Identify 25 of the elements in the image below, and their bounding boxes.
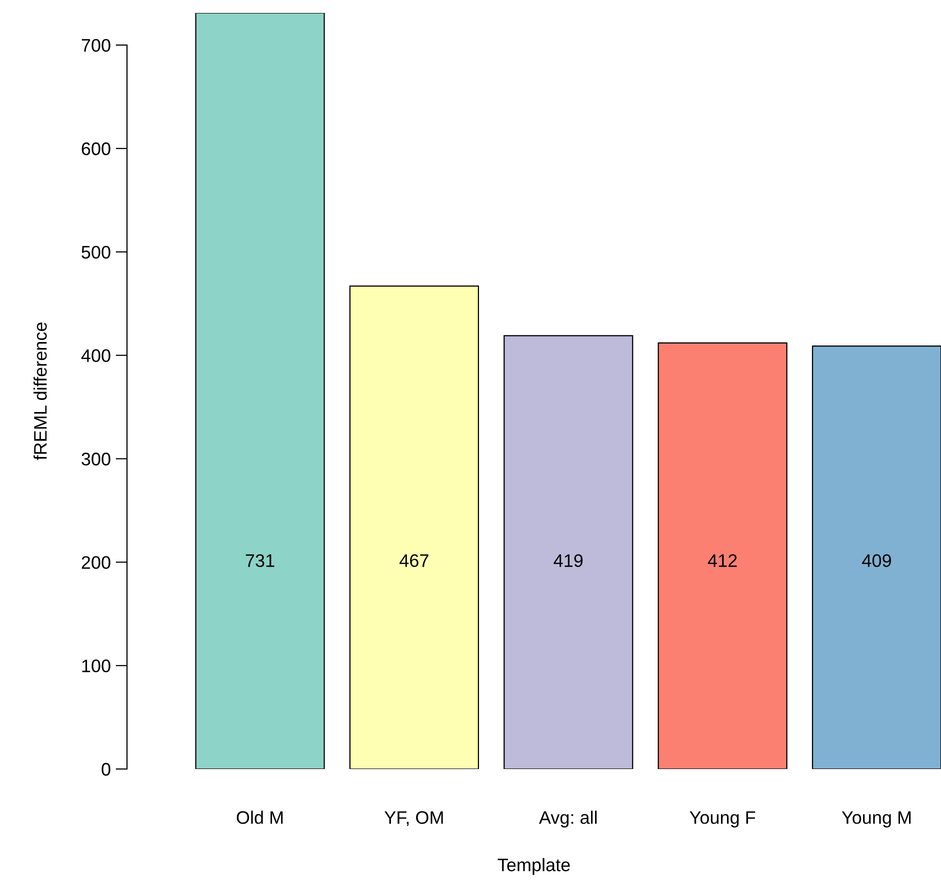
data-label: 412: [708, 554, 737, 567]
data-label: 409: [862, 554, 891, 568]
y-tick-label: 700: [82, 38, 110, 52]
y-tick-label: 300: [82, 452, 110, 466]
y-tick-label: 500: [82, 246, 110, 259]
x-tick-label: Old M: [236, 810, 283, 824]
x-tick-label: Young F: [690, 811, 756, 828]
bar: [195, 13, 325, 769]
y-tick-label: 0: [102, 762, 110, 776]
x-tick-label: Avg: all: [538, 810, 597, 828]
bar: [504, 335, 634, 769]
x-axis-title: Template: [498, 858, 570, 875]
x-tick-label: Young M: [842, 811, 911, 828]
y-tick-label: 200: [82, 556, 110, 569]
y-tick-label: 600: [82, 142, 110, 156]
x-tick-label: YF, OM: [384, 811, 443, 826]
data-label: 467: [400, 554, 428, 568]
bar: [658, 342, 788, 769]
y-tick-label: 100: [82, 660, 110, 672]
bar: [349, 285, 479, 769]
data-label: 731: [246, 554, 274, 568]
y-axis-title: fREML difference: [34, 322, 47, 460]
bar: [812, 345, 941, 769]
y-tick-label: 400: [81, 349, 110, 362]
data-label: 419: [554, 554, 583, 568]
